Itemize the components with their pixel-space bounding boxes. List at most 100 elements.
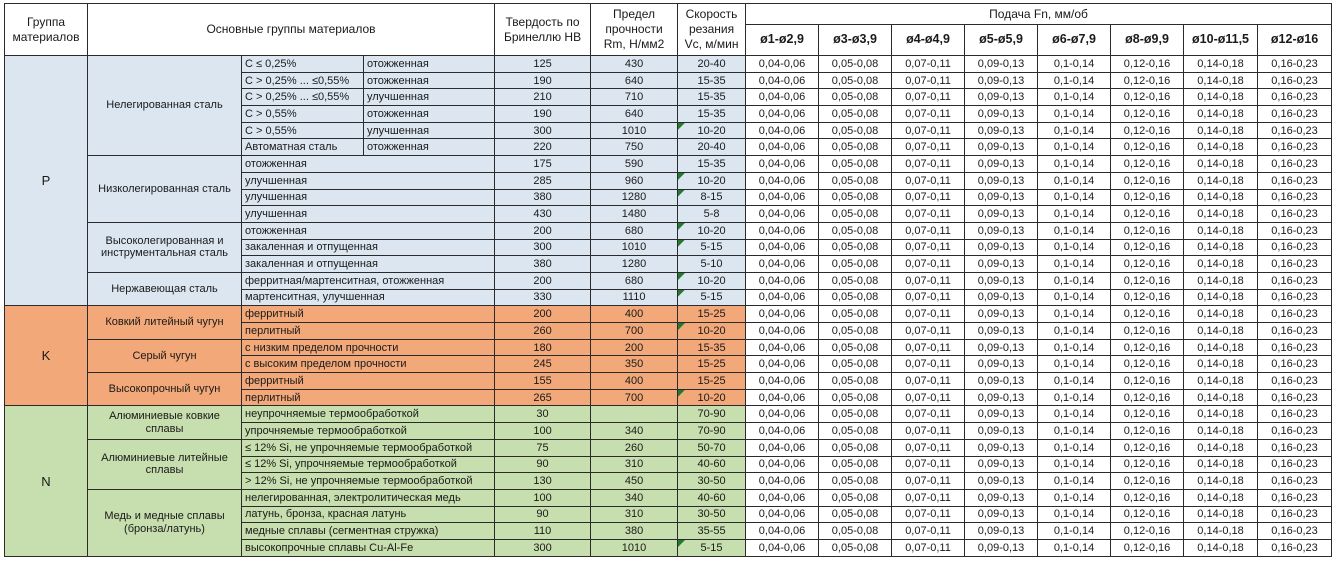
feed-cell[interactable]: 0,07-0,11 [891,221,966,240]
feed-cell[interactable]: 0,12-0,16 [1110,55,1185,73]
hardness-cell[interactable]: 265 [494,388,592,407]
feed-cell[interactable]: 0,04-0,06 [745,488,820,507]
condition-cell[interactable]: ферритный [240,372,496,390]
feed-cell[interactable]: 0,14-0,18 [1183,88,1259,107]
feed-cell[interactable]: 0,14-0,18 [1183,355,1259,374]
condition-cell[interactable]: закаленная и отпущенная [240,255,496,273]
feed-cell[interactable]: 0,09-0,13 [964,355,1039,374]
feed-cell[interactable]: 0,09-0,13 [964,338,1039,357]
feed-cell[interactable]: 0,05-0,08 [818,238,893,257]
strength-cell[interactable]: 400 [590,305,679,323]
feed-cell[interactable]: 0,16-0,23 [1257,438,1333,457]
speed-cell[interactable]: 15-25 [677,305,747,323]
feed-col-header[interactable]: ø12-ø16 [1257,24,1333,56]
speed-cell[interactable]: 40-60 [677,455,747,474]
feed-cell[interactable]: 0,07-0,11 [891,422,966,440]
condition-cell[interactable]: мартенситная, улучшенная [240,288,496,307]
family-name-cell[interactable]: Алюминиевые литейные сплавы [87,438,242,490]
feed-cell[interactable]: 0,05-0,08 [818,138,893,157]
speed-cell[interactable]: 15-25 [677,355,747,374]
speed-cell[interactable]: 30-50 [677,472,747,490]
feed-cell[interactable]: 0,07-0,11 [891,55,966,73]
feed-cell[interactable]: 0,09-0,13 [964,188,1039,207]
feed-cell[interactable]: 0,07-0,11 [891,355,966,374]
treatment-cell[interactable]: отожженная [362,71,496,90]
hardness-cell[interactable]: 380 [494,188,592,207]
feed-cell[interactable]: 0,1-0,14 [1037,455,1112,474]
strength-cell[interactable]: 590 [590,155,679,173]
condition-cell[interactable]: ферритный [240,305,496,323]
feed-col-header[interactable]: ø5-ø5,9 [964,24,1039,56]
condition-cell[interactable]: C ≤ 0,25% [241,55,364,73]
speed-cell[interactable]: 10-20 [677,221,747,240]
condition-cell[interactable]: > 12% Si, не упрочняемые термообработкой [240,472,496,490]
feed-cell[interactable]: 0,05-0,08 [818,171,893,190]
feed-cell[interactable]: 0,07-0,11 [891,155,966,173]
feed-col-header[interactable]: ø6-ø7,9 [1037,24,1112,56]
feed-cell[interactable]: 0,05-0,08 [818,288,893,307]
condition-cell[interactable]: нелегированная, электролитическая медь [240,488,496,507]
feed-cell[interactable]: 0,09-0,13 [964,522,1039,540]
hardness-cell[interactable]: 285 [494,171,592,190]
hardness-cell[interactable]: 125 [494,55,592,73]
feed-cell[interactable]: 0,1-0,14 [1037,355,1112,374]
feed-cell[interactable]: 0,16-0,23 [1257,221,1333,240]
feed-cell[interactable]: 0,16-0,23 [1257,388,1333,407]
feed-cell[interactable]: 0,16-0,23 [1257,171,1333,190]
feed-cell[interactable]: 0,07-0,11 [891,288,966,307]
feed-cell[interactable]: 0,05-0,08 [818,505,893,524]
feed-cell[interactable]: 0,14-0,18 [1183,422,1259,440]
condition-cell[interactable]: перлитный [240,388,496,407]
family-name-cell[interactable]: Нержавеющая сталь [87,271,242,307]
speed-cell[interactable]: 8-15 [677,188,747,207]
feed-cell[interactable]: 0,12-0,16 [1110,138,1185,157]
feed-cell[interactable]: 0,16-0,23 [1257,455,1333,474]
feed-cell[interactable]: 0,16-0,23 [1257,238,1333,257]
hardness-cell[interactable]: 190 [494,71,592,90]
hardness-cell[interactable]: 200 [494,271,592,290]
feed-cell[interactable]: 0,16-0,23 [1257,338,1333,357]
feed-cell[interactable]: 0,14-0,18 [1183,121,1259,140]
feed-cell[interactable]: 0,09-0,13 [964,472,1039,490]
feed-cell[interactable]: 0,14-0,18 [1183,522,1259,540]
feed-cell[interactable]: 0,04-0,06 [745,255,820,273]
feed-cell[interactable]: 0,05-0,08 [818,255,893,273]
feed-cell[interactable]: 0,12-0,16 [1110,405,1185,424]
feed-cell[interactable]: 0,04-0,06 [745,171,820,190]
feed-cell[interactable]: 0,04-0,06 [745,522,820,540]
strength-cell[interactable]: 710 [590,88,679,107]
feed-cell[interactable]: 0,1-0,14 [1037,405,1112,424]
feed-cell[interactable]: 0,16-0,23 [1257,305,1333,323]
header-hardness[interactable]: Твердость по Бринеллю HB [494,3,592,56]
feed-cell[interactable]: 0,16-0,23 [1257,372,1333,390]
speed-cell[interactable]: 5-15 [677,288,747,307]
feed-cell[interactable]: 0,16-0,23 [1257,121,1333,140]
feed-cell[interactable]: 0,12-0,16 [1110,438,1185,457]
feed-cell[interactable]: 0,14-0,18 [1183,188,1259,207]
condition-cell[interactable]: закаленная и отпущенная [240,238,496,257]
feed-cell[interactable]: 0,1-0,14 [1037,121,1112,140]
condition-cell[interactable]: неупрочняемые термообработкой [240,405,496,424]
feed-cell[interactable]: 0,14-0,18 [1183,171,1259,190]
feed-cell[interactable]: 0,05-0,08 [818,472,893,490]
feed-cell[interactable]: 0,09-0,13 [964,121,1039,140]
feed-cell[interactable]: 0,09-0,13 [964,505,1039,524]
strength-cell[interactable]: 750 [590,138,679,157]
feed-cell[interactable]: 0,1-0,14 [1037,255,1112,273]
feed-col-header[interactable]: ø8-ø9,9 [1110,24,1185,56]
feed-cell[interactable]: 0,04-0,06 [745,188,820,207]
feed-cell[interactable]: 0,16-0,23 [1257,155,1333,173]
condition-cell[interactable]: с высоким пределом прочности [240,355,496,374]
speed-cell[interactable]: 10-20 [677,388,747,407]
feed-cell[interactable]: 0,09-0,13 [964,55,1039,73]
feed-cell[interactable]: 0,14-0,18 [1183,405,1259,424]
condition-cell[interactable]: C > 0,55% [241,105,364,123]
strength-cell[interactable]: 1280 [590,255,679,273]
feed-cell[interactable]: 0,12-0,16 [1110,105,1185,123]
feed-cell[interactable]: 0,05-0,08 [818,88,893,107]
feed-cell[interactable]: 0,14-0,18 [1183,271,1259,290]
group-letter-cell[interactable]: N [4,405,88,557]
feed-cell[interactable]: 0,12-0,16 [1110,372,1185,390]
feed-cell[interactable]: 0,1-0,14 [1037,438,1112,457]
feed-cell[interactable]: 0,14-0,18 [1183,288,1259,307]
